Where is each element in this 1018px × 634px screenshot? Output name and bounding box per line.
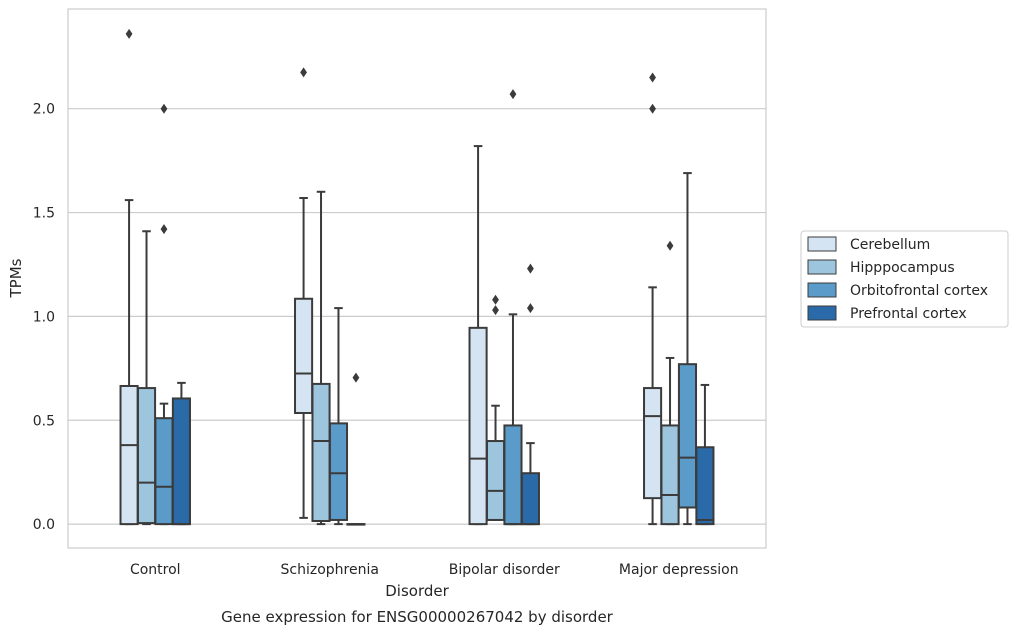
y-tick-label: 1.0 — [33, 309, 55, 325]
boxes — [119, 28, 715, 526]
outlier-point — [666, 240, 674, 251]
box-group — [154, 103, 174, 526]
legend: Cerebellum Hipppocampus Orbitofrontal cort… — [800, 230, 1009, 328]
outlier-point — [300, 67, 307, 78]
chart-title: Gene expression for ENSG00000267042 by d… — [221, 608, 614, 626]
legend-swatch — [807, 259, 837, 275]
legend-swatch — [807, 282, 837, 298]
x-tick-label: Bipolar disorder — [449, 562, 560, 578]
x-axis-label: Disorder — [385, 582, 449, 600]
legend-label: Orbitofrontal cortex — [850, 283, 988, 299]
box-group — [520, 263, 540, 526]
box — [468, 326, 488, 526]
legend-swatch — [807, 236, 837, 252]
box — [119, 384, 139, 526]
box-group — [136, 230, 157, 526]
outlier-point — [125, 28, 133, 39]
plot-frame — [67, 8, 767, 549]
outlier-point — [509, 89, 517, 100]
box — [503, 424, 523, 526]
box-group — [643, 72, 663, 526]
box — [136, 387, 157, 525]
box — [294, 297, 314, 414]
box — [154, 417, 174, 526]
y-tick-label: 0.5 — [33, 413, 55, 429]
legend-frame — [800, 230, 1009, 328]
box — [643, 387, 663, 500]
outlier-point — [649, 72, 656, 83]
box — [695, 446, 715, 526]
box-group — [660, 240, 680, 526]
outlier-point — [527, 303, 534, 314]
outlier-point — [649, 103, 656, 114]
box — [677, 363, 698, 509]
x-tick-label: Schizophrenia — [281, 562, 379, 578]
outlier-point — [352, 372, 360, 383]
box-group — [677, 172, 698, 526]
x-tick-label: Control — [130, 562, 181, 578]
legend-label: Hipppocampus — [850, 260, 955, 276]
box-group — [468, 145, 488, 526]
outlier-point — [527, 263, 534, 274]
y-tick-label: 0.0 — [33, 517, 55, 533]
y-tick-label: 2.0 — [33, 102, 55, 118]
outlier-point — [160, 224, 168, 235]
box-group — [346, 372, 366, 526]
outlier-point — [160, 103, 168, 114]
box-group — [485, 294, 506, 521]
box — [520, 472, 540, 526]
box-group — [328, 307, 349, 526]
box-group — [695, 383, 715, 526]
y-tick-label: 1.5 — [33, 206, 55, 222]
box-group — [294, 67, 314, 519]
outlier-point — [492, 305, 499, 316]
box-group — [503, 89, 523, 526]
box-group — [311, 190, 331, 526]
x-tick-label: Major depression — [619, 562, 739, 578]
legend-entries: Cerebellum Hipppocampus Orbitofrontal cort… — [807, 236, 988, 322]
box — [171, 397, 191, 526]
box — [485, 440, 506, 521]
legend-swatch — [807, 305, 837, 321]
x-tick-labels: Control Schizophrenia Bipolar disorder Majo… — [130, 562, 739, 578]
legend-label: Prefrontal cortex — [850, 306, 967, 322]
box — [328, 422, 349, 521]
y-axis-label: TPMs — [7, 258, 25, 298]
box — [660, 424, 680, 526]
legend-label: Cerebellum — [850, 237, 930, 253]
box-group — [171, 381, 191, 526]
box-group — [119, 28, 139, 526]
y-tick-labels: 0.0 0.5 1.0 1.5 2.0 — [33, 102, 55, 533]
box — [311, 382, 331, 522]
outlier-point — [492, 294, 499, 305]
